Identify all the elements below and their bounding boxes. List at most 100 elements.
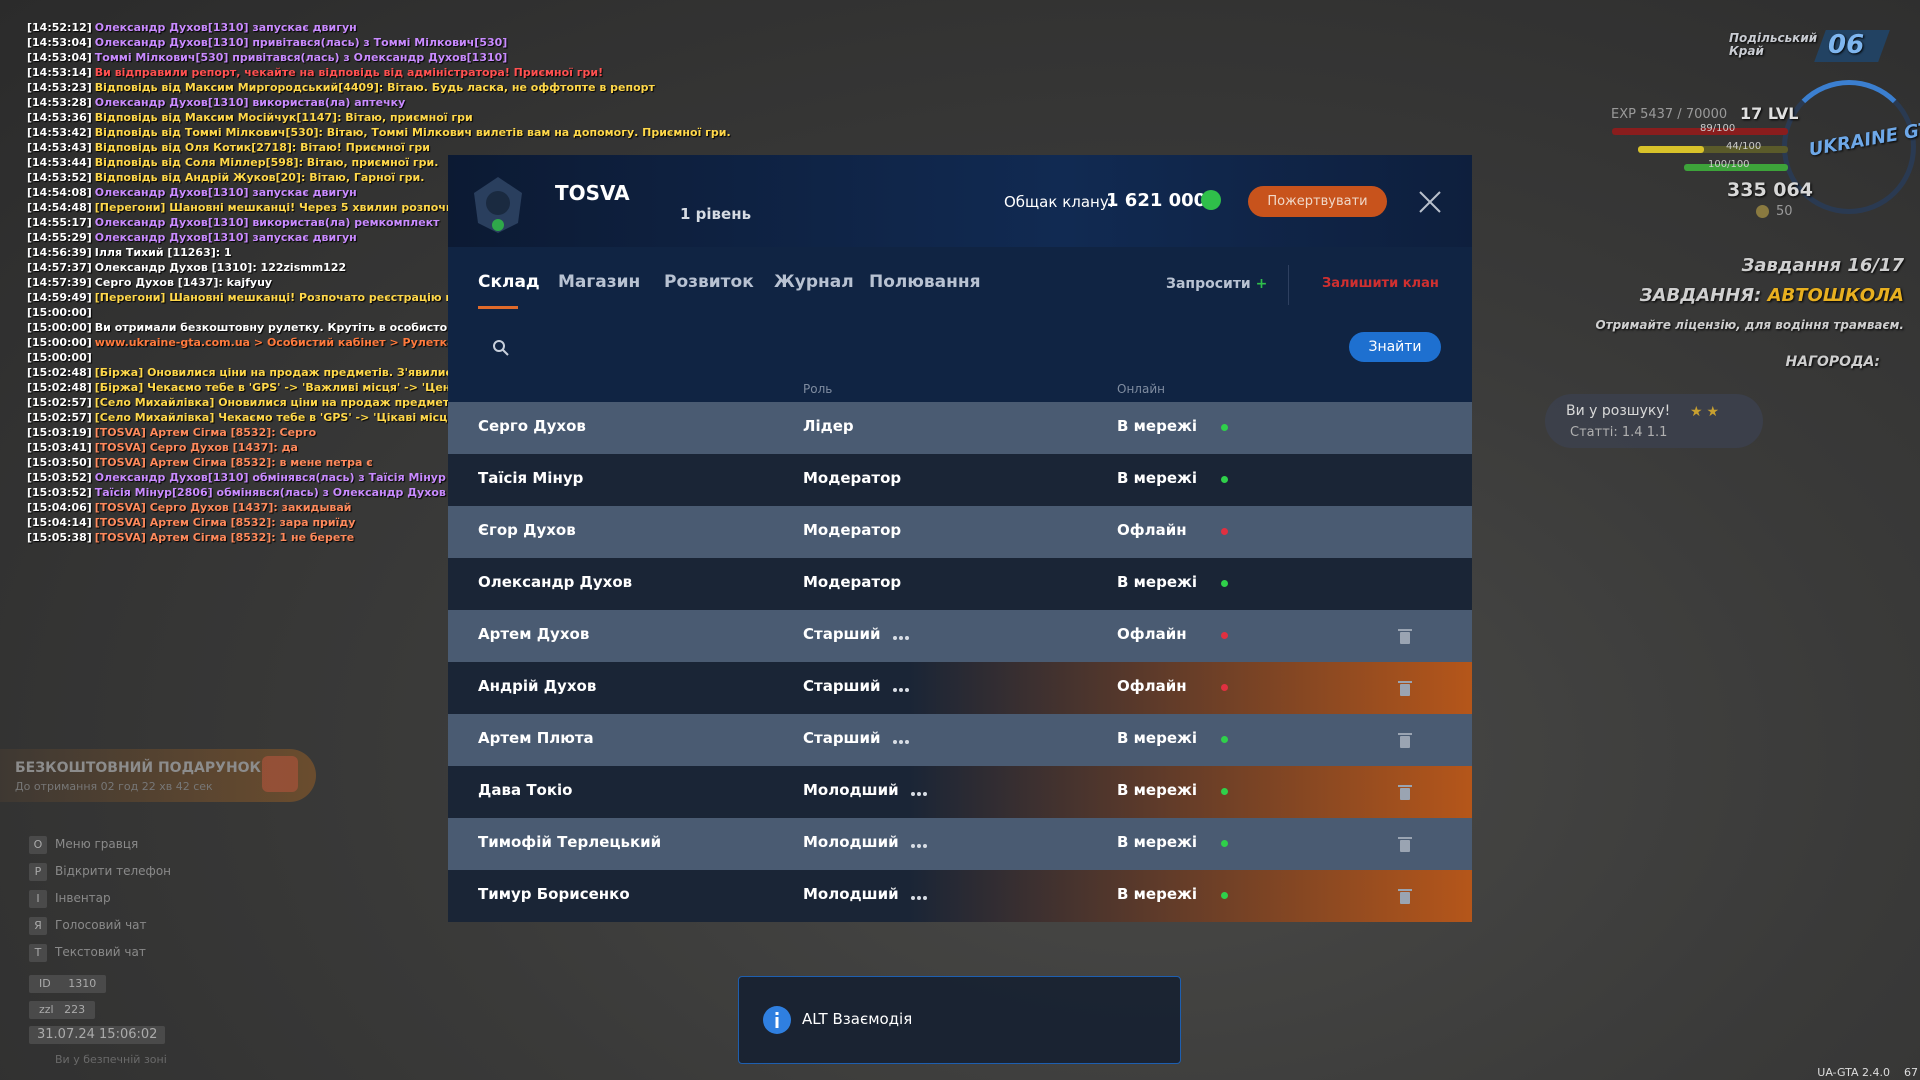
delete-button[interactable] — [1398, 680, 1412, 696]
chat-text: Таїсія Мінур[2806] обмінявся(лась) з Оле… — [94, 486, 446, 499]
health: 89/100 — [1700, 123, 1736, 134]
chat-time: [14:53:28] — [27, 96, 92, 109]
member-row[interactable]: Артем Духов Старший Офлайн — [448, 610, 1472, 662]
member-role-text: Старший — [803, 677, 881, 695]
chat-line: [14:53:36] Відповідь від Максим Мосійчук[… — [27, 110, 813, 125]
chat-time: [14:53:04] — [27, 36, 92, 49]
member-role-text: Старший — [803, 729, 881, 747]
member-menu[interactable] — [892, 626, 911, 644]
hotkey: Я Голосовий чат — [29, 916, 171, 943]
hunger-fill — [1638, 146, 1704, 153]
menu-dot — [904, 739, 909, 744]
chat-text: [TOSVA] Артем Сігма [8532]: 1 не берете — [94, 531, 355, 544]
status-dot — [1221, 632, 1228, 639]
wanted-articles-label: Статті: — [1570, 425, 1618, 440]
member-menu[interactable] — [892, 730, 911, 748]
fps: 67 — [1904, 1066, 1918, 1079]
chat-time: [15:05:38] — [27, 531, 92, 544]
hotkey: P Відкрити телефон — [29, 862, 171, 889]
chat-time: [15:02:57] — [27, 396, 92, 409]
hotkey: I Інвентар — [29, 889, 171, 916]
clan-level: 1 рівень — [680, 205, 752, 223]
status-dot — [1221, 892, 1228, 899]
menu-dot — [904, 635, 909, 640]
delete-button[interactable] — [1398, 784, 1412, 800]
member-row[interactable]: Тимофій Терлецький Молодший В мережі — [448, 818, 1472, 870]
leave-button[interactable]: Залишити клан — [1322, 276, 1439, 291]
gift-timer: До отримання 02 год 22 хв 42 сек — [15, 780, 213, 793]
member-role: Молодший — [803, 833, 929, 852]
member-row[interactable]: Артем Плюта Старший В мережі — [448, 714, 1472, 766]
chat-time: [14:53:52] — [27, 171, 92, 184]
chat-time: [15:00:00] — [27, 321, 92, 334]
armor-bar — [1684, 164, 1788, 171]
chat-time: [15:04:14] — [27, 516, 92, 529]
version: UA-GTA 2.4.0 — [1817, 1066, 1890, 1079]
region-number: 06 — [1828, 30, 1865, 60]
search-button[interactable]: Знайти — [1349, 332, 1441, 362]
member-row[interactable]: Єгор Духов Модератор Офлайн — [448, 506, 1472, 558]
clan-logo — [474, 177, 522, 233]
member-status: В мережі — [1117, 833, 1198, 851]
member-row[interactable]: Олександр Духов Модератор В мережі — [448, 558, 1472, 610]
chat-line: [14:53:04] Томмі Мілкович[530] привітався… — [27, 50, 813, 65]
delete-button[interactable] — [1398, 836, 1412, 852]
clan-toolbar — [448, 247, 1472, 402]
menu-dot — [904, 687, 909, 692]
donate-button[interactable]: Пожертвувати — [1248, 186, 1387, 217]
tab[interactable]: Магазин — [558, 272, 641, 292]
wanted-title: Ви у розшуку! — [1566, 403, 1671, 419]
member-status: В мережі — [1117, 729, 1198, 747]
member-role-text: Молодший — [803, 885, 899, 903]
tab[interactable]: Розвиток — [664, 272, 754, 292]
coins: 50 — [1776, 204, 1793, 219]
trash-lid — [1398, 733, 1412, 735]
member-role: Молодший — [803, 885, 929, 904]
chat-time: [15:03:52] — [27, 471, 92, 484]
chat-line: [15:03:52] Олександр Духов[1310] обмінявс… — [27, 470, 813, 485]
status-dot — [1221, 840, 1228, 847]
gift-icon — [262, 756, 298, 792]
member-row[interactable]: Дава Токіо Молодший В мережі — [448, 766, 1472, 818]
chat-line: [14:54:08] Олександр Духов[1310] запускає… — [27, 185, 813, 200]
delete-button[interactable] — [1398, 732, 1412, 748]
chat-line: [14:53:14] Ви відправили репорт, чекайте … — [27, 65, 813, 80]
task-label: ЗАВДАННЯ: — [1639, 285, 1762, 306]
coin-icon — [1756, 205, 1769, 218]
member-name: Дава Токіо — [478, 781, 573, 799]
search-input[interactable] — [528, 335, 1228, 361]
member-menu[interactable] — [910, 886, 929, 904]
close-button[interactable] — [1418, 190, 1442, 214]
invite-button[interactable]: Запросити + — [1166, 276, 1267, 292]
member-row[interactable]: Тимур Борисенко Молодший В мережі — [448, 870, 1472, 922]
member-row[interactable]: Таїсія Мінур Модератор В мережі — [448, 454, 1472, 506]
logo-center — [486, 191, 510, 215]
chat-line: [15:03:52] Таїсія Мінур[2806] обмінявся(л… — [27, 485, 813, 500]
tab[interactable]: Полювання — [869, 272, 981, 292]
chat-time: [14:53:36] — [27, 111, 92, 124]
trash-lid — [1398, 889, 1412, 891]
delete-button[interactable] — [1398, 628, 1412, 644]
chat-text: [TOSVA] Серго Духов [1437]: да — [94, 441, 298, 454]
chat-text: www.ukraine-gta.com.ua > Особистий кабін… — [94, 336, 455, 349]
chat-time: [15:02:48] — [27, 381, 92, 394]
trash-body — [1400, 736, 1410, 748]
member-menu[interactable] — [910, 782, 929, 800]
divider — [1288, 265, 1289, 305]
member-role-text: Модератор — [803, 469, 902, 487]
chat-time: [14:57:37] — [27, 261, 92, 274]
trash-body — [1400, 840, 1410, 852]
chat-line: [14:53:44] Відповідь від Соля Міллер[598]… — [27, 155, 813, 170]
tab[interactable]: Журнал — [774, 272, 854, 292]
tab[interactable]: Склад — [478, 272, 540, 292]
wanted-stars: ★★ — [1690, 404, 1724, 420]
chat-time: [15:02:48] — [27, 366, 92, 379]
member-menu[interactable] — [910, 834, 929, 852]
invite-text: Запросити — [1166, 276, 1251, 292]
delete-button[interactable] — [1398, 888, 1412, 904]
member-menu[interactable] — [892, 678, 911, 696]
member-row[interactable]: Андрій Духов Старший Офлайн — [448, 662, 1472, 714]
member-row[interactable]: Серго Духов Лідер В мережі — [448, 402, 1472, 454]
hotkey-key: I — [29, 890, 47, 908]
